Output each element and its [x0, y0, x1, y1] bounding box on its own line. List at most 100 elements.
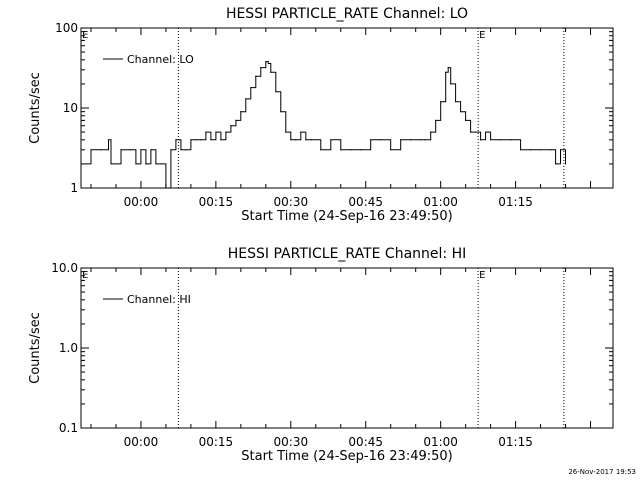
x-tick-label: 01:15: [498, 435, 533, 449]
corner-label: E: [82, 270, 88, 281]
data-point: [509, 139, 512, 141]
y-axis-label: Counts/sec: [28, 72, 43, 144]
data-point: [330, 139, 332, 141]
data-point: [519, 149, 522, 151]
data-point: [215, 131, 217, 133]
data-point: [225, 131, 227, 133]
data-point: [500, 139, 502, 141]
data-point: [145, 163, 147, 165]
data-point: [120, 149, 122, 151]
data-point: [475, 131, 477, 133]
data-point: [350, 149, 352, 151]
y-tick-label: 1: [70, 181, 78, 195]
data-point: [440, 101, 442, 103]
data-point: [167, 187, 170, 189]
data-point: [110, 163, 112, 165]
data-point: [220, 139, 222, 141]
data-point: [320, 149, 322, 151]
data-point: [549, 149, 552, 151]
x-tick-label: 00:00: [124, 435, 159, 449]
data-point: [554, 163, 557, 165]
data-point: [280, 111, 282, 113]
legend-label: Channel: LO: [127, 53, 194, 66]
y-axis-label: Counts/sec: [28, 312, 43, 384]
chart-title: HESSI PARTICLE_RATE Channel: HI: [228, 246, 466, 262]
data-point: [210, 139, 212, 141]
data-point: [410, 139, 412, 141]
data-point: [270, 71, 272, 73]
data-point: [130, 149, 132, 151]
data-point: [155, 163, 157, 165]
data-point: [150, 149, 152, 151]
vertical-marker-label: E: [479, 270, 485, 281]
y-tick-label: 10: [63, 101, 78, 115]
data-point: [180, 149, 182, 151]
data-point: [300, 131, 302, 133]
chart-title: HESSI PARTICLE_RATE Channel: LO: [226, 6, 468, 22]
data-point: [305, 139, 307, 141]
data-point: [230, 125, 232, 127]
data-point: [529, 149, 532, 151]
x-tick-label: 01:15: [498, 195, 533, 209]
data-point: [245, 98, 247, 100]
data-point: [135, 163, 137, 165]
data-point: [370, 139, 372, 141]
data-point: [175, 139, 177, 141]
data-point: [160, 163, 162, 165]
x-tick-label: 00:45: [348, 195, 383, 209]
data-point: [100, 149, 102, 151]
x-tick-label: 00:15: [199, 435, 234, 449]
x-axis-label: Start Time (24-Sep-16 23:49:50): [241, 449, 452, 464]
data-point: [84, 163, 86, 165]
data-point: [445, 71, 447, 73]
data-point: [490, 139, 492, 141]
y-tick-label: 10.0: [51, 261, 78, 275]
y-tick-label: 100: [55, 21, 78, 35]
data-point: [285, 131, 287, 133]
data-point: [295, 139, 297, 141]
corner-label: E: [82, 30, 88, 41]
x-tick-label: 00:45: [348, 435, 383, 449]
legend-label: Channel: HI: [127, 293, 191, 306]
data-point: [380, 139, 382, 141]
data-point: [310, 139, 312, 141]
data-point: [267, 62, 269, 65]
data-point: [470, 131, 472, 133]
data-point: [170, 149, 172, 151]
data-point: [165, 187, 167, 189]
data-point: [430, 131, 432, 133]
data-point: [564, 163, 567, 165]
data-point: [290, 139, 292, 141]
data-point: [140, 149, 142, 151]
series-line: [85, 61, 566, 189]
x-axis-label: Start Time (24-Sep-16 23:49:50): [241, 209, 452, 224]
x-tick-label: 01:00: [423, 435, 458, 449]
data-point: [240, 111, 242, 113]
data-point: [260, 66, 262, 69]
data-point: [190, 139, 192, 141]
x-tick-label: 01:00: [423, 195, 458, 209]
data-point: [200, 139, 202, 141]
data-point: [360, 149, 362, 151]
data-point: [420, 139, 422, 141]
x-tick-label: 00:15: [199, 195, 234, 209]
data-point: [185, 149, 187, 151]
data-point: [425, 139, 427, 141]
data-point: [235, 119, 237, 121]
x-tick-label: 00:30: [274, 435, 309, 449]
data-point: [450, 83, 452, 85]
data-point: [539, 149, 542, 151]
data-point: [447, 66, 449, 69]
panel-hi: HESSI PARTICLE_RATE Channel: HI 0.1 1.0 10.…: [28, 246, 614, 464]
panel-lo: HESSI PARTICLE_RATE Channel: LO 1 10 100 Cou…: [28, 6, 614, 224]
data-point: [195, 139, 197, 141]
data-point: [250, 86, 252, 89]
data-point: [460, 111, 462, 113]
data-point: [559, 149, 562, 151]
footer-timestamp: 26-Nov-2017 19:53: [568, 468, 636, 476]
plot-frame: [80, 267, 614, 429]
data-point: [107, 139, 110, 141]
data-point: [90, 149, 92, 151]
